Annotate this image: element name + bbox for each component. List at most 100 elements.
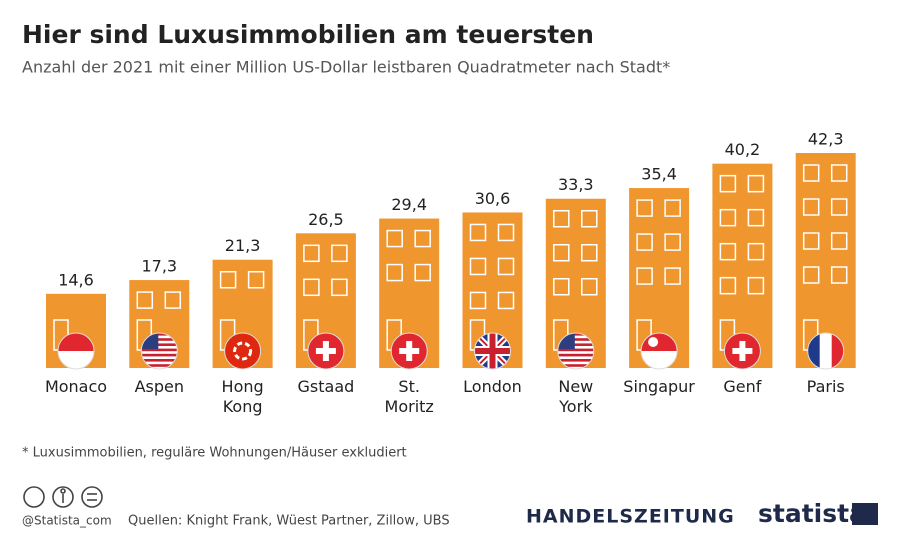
window (664, 199, 681, 217)
window (830, 266, 848, 284)
flag-part (224, 333, 261, 369)
flag-part (141, 333, 178, 336)
chart-subtitle: Anzahl der 2021 mit einer Million US-Dol… (22, 58, 670, 77)
flag-part (58, 333, 94, 351)
flag-body (557, 333, 594, 369)
window (802, 266, 820, 284)
value-label: 17,3 (141, 257, 177, 276)
category-label: Genf (723, 377, 762, 396)
flag-part (648, 337, 659, 347)
category-label: Paris (806, 377, 845, 396)
flag-border (224, 332, 262, 370)
window (136, 291, 154, 309)
flag-body (807, 333, 844, 369)
flag-border (57, 332, 95, 370)
flag (723, 332, 761, 370)
window (719, 276, 737, 295)
flag-part (732, 348, 753, 354)
window (164, 291, 182, 309)
window (414, 229, 431, 248)
flag (640, 332, 678, 370)
window (747, 276, 765, 295)
flag-part (641, 333, 678, 351)
flag (307, 332, 345, 370)
window (636, 199, 653, 217)
category-label: Aspen (134, 377, 184, 396)
value-label: 42,3 (808, 130, 844, 149)
category-label: St. Moritz (384, 377, 434, 416)
flag-body (641, 333, 678, 369)
category-label: London (463, 377, 522, 396)
window (247, 270, 265, 289)
flag-border (807, 332, 845, 370)
window (636, 233, 653, 251)
logo: statista (758, 499, 866, 528)
flag-part (141, 353, 178, 357)
chart-title: Hier sind Luxusimmobilien am teuersten (22, 20, 594, 49)
flag-body (58, 333, 94, 369)
flag-part (557, 343, 594, 346)
window (414, 263, 431, 282)
credit: @Statista_com (22, 514, 112, 528)
window (497, 291, 515, 310)
value-label: 30,6 (475, 189, 511, 208)
value-label: 33,3 (558, 175, 594, 194)
flag-part (474, 348, 511, 354)
flag-part (557, 359, 594, 362)
flag-body (391, 333, 428, 369)
window (469, 257, 487, 276)
value-label: 26,5 (308, 210, 344, 229)
window (830, 232, 848, 250)
logo-icon (852, 503, 878, 525)
flag-part (233, 341, 253, 361)
flag (57, 332, 95, 370)
window (303, 278, 320, 297)
window (386, 263, 403, 282)
window (830, 198, 848, 216)
flag (224, 332, 262, 370)
category-label: New York (558, 377, 594, 416)
category-label: Singapur (623, 377, 695, 396)
flag (140, 332, 178, 370)
window (636, 267, 653, 285)
brand: HANDELSZEITUNG (526, 506, 735, 528)
category-label: Monaco (44, 377, 108, 396)
flag-part (315, 348, 336, 354)
footnote: * Luxusimmobilien, reguläre Wohnungen/Hä… (22, 446, 407, 461)
flag-part (831, 333, 844, 369)
flag-body (307, 333, 344, 369)
window (581, 277, 598, 296)
flag-part (141, 338, 178, 341)
value-label: 35,4 (641, 165, 677, 184)
window (469, 291, 487, 310)
flag-body (474, 333, 511, 369)
flag (557, 332, 595, 370)
window (802, 164, 820, 182)
flag-border (640, 332, 678, 370)
flag-part (557, 338, 594, 341)
bar (795, 153, 856, 368)
window (747, 208, 765, 227)
window (802, 198, 820, 216)
window (802, 232, 820, 250)
flag-border (557, 332, 595, 370)
flag-part (557, 333, 594, 336)
window (553, 209, 570, 228)
window (719, 174, 737, 193)
window (664, 233, 681, 251)
flag (390, 332, 428, 370)
flag-part (557, 348, 594, 352)
window (497, 223, 515, 242)
value-label: 14,6 (58, 270, 94, 289)
window (719, 208, 737, 227)
flag-part (141, 359, 178, 362)
value-label: 40,2 (725, 140, 761, 159)
window (747, 174, 765, 193)
flag (474, 332, 511, 370)
flag-part (141, 348, 178, 352)
flag-border (723, 332, 761, 370)
flag-part (141, 343, 178, 346)
category-label: Gstaad (297, 377, 355, 396)
window (581, 243, 598, 262)
